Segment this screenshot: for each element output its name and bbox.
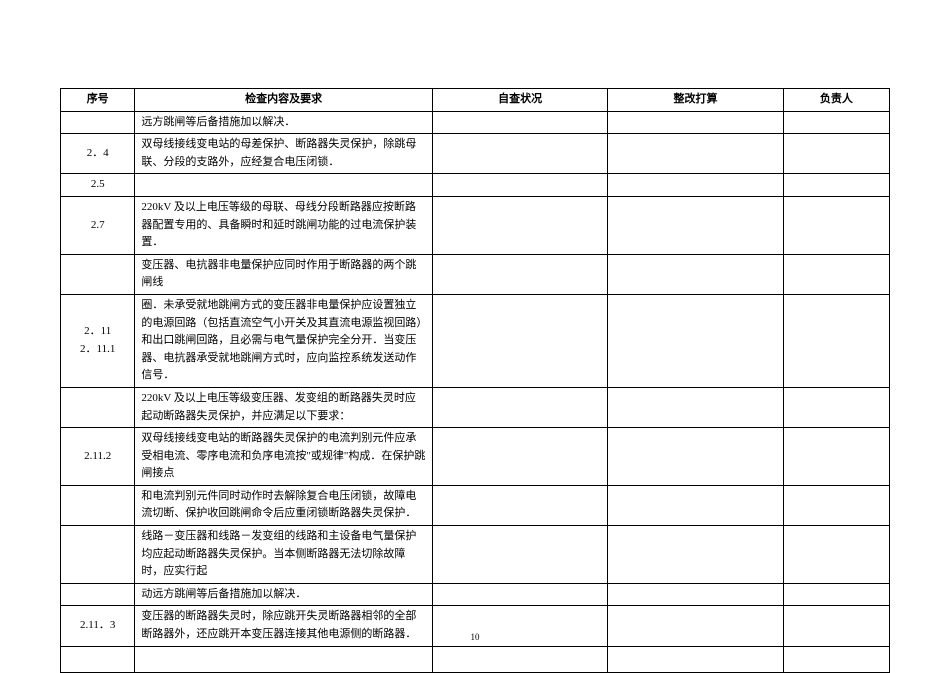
table-row: 2.7220kV 及以上电压等级的母联、母线分段断路器应按断路器配置专用的、具备… [61,196,890,254]
header-check: 自查状况 [432,89,607,112]
header-seq: 序号 [61,89,135,112]
cell-seq [61,583,135,606]
cell-fix [608,134,783,174]
cell-seq [61,485,135,525]
cell-check [432,583,607,606]
cell-resp [783,254,889,294]
table-row: 线路－变压器和线路－发变组的线路和主设备电气量保护均应起动断路器失灵保护。当本侧… [61,526,890,584]
cell-resp [783,428,889,486]
cell-seq: 2.11.2 [61,428,135,486]
header-fix: 整改打算 [608,89,783,112]
cell-content: 和电流判别元件同时动作时去解除复合电压闭锁，故障电流切断、保护收回跳闸命令后应重… [135,485,433,525]
cell-check [432,254,607,294]
table-row: 2．4双母线接线变电站的母差保护、断路器失灵保护，除跳母联、分段的支路外，应经复… [61,134,890,174]
cell-seq: 2．4 [61,134,135,174]
cell-resp [783,646,889,672]
cell-fix [608,583,783,606]
cell-fix [608,174,783,197]
table-row: 2.11.2双母线接线变电站的断路器失灵保护的电流判别元件应承受相电流、零序电流… [61,428,890,486]
cell-check [432,111,607,134]
cell-seq [61,387,135,427]
table-row: 220kV 及以上电压等级变压器、发变组的断路器失灵时应起动断路器失灵保护，并应… [61,387,890,427]
cell-fix [608,485,783,525]
cell-resp [783,111,889,134]
table-row: 和电流判别元件同时动作时去解除复合电压闭锁，故障电流切断、保护收回跳闸命令后应重… [61,485,890,525]
cell-content [135,646,433,672]
header-resp: 负责人 [783,89,889,112]
table-row: 动远方跳闸等后备措施加以解决． [61,583,890,606]
cell-fix [608,196,783,254]
table-row: 远方跳闸等后备措施加以解决． [61,111,890,134]
cell-seq: 2.7 [61,196,135,254]
cell-check [432,485,607,525]
table-row: 2．11 2．11.1圈．未承受就地跳闸方式的变压器非电量保护应设置独立的电源回… [61,294,890,387]
cell-fix [608,254,783,294]
cell-resp [783,583,889,606]
cell-content [135,174,433,197]
cell-resp [783,485,889,525]
table-row: 2.5 [61,174,890,197]
cell-content: 线路－变压器和线路－发变组的线路和主设备电气量保护均应起动断路器失灵保护。当本侧… [135,526,433,584]
cell-content: 动远方跳闸等后备措施加以解决． [135,583,433,606]
cell-fix [608,294,783,387]
page-number: 10 [0,632,950,642]
cell-resp [783,526,889,584]
cell-check [432,387,607,427]
cell-resp [783,387,889,427]
cell-check [432,646,607,672]
cell-check [432,174,607,197]
cell-check [432,428,607,486]
cell-content: 圈．未承受就地跳闸方式的变压器非电量保护应设置独立的电源回路（包括直流空气小开关… [135,294,433,387]
cell-fix [608,387,783,427]
table-row [61,646,890,672]
cell-fix [608,526,783,584]
header-content: 检查内容及要求 [135,89,433,112]
cell-check [432,134,607,174]
cell-seq [61,111,135,134]
cell-content: 220kV 及以上电压等级变压器、发变组的断路器失灵时应起动断路器失灵保护，并应… [135,387,433,427]
cell-resp [783,134,889,174]
cell-fix [608,428,783,486]
table-row: 变压器、电抗器非电量保护应同时作用于断路器的两个跳闸线 [61,254,890,294]
cell-content: 220kV 及以上电压等级的母联、母线分段断路器应按断路器配置专用的、具备瞬时和… [135,196,433,254]
cell-fix [608,111,783,134]
cell-resp [783,174,889,197]
cell-resp [783,294,889,387]
cell-seq [61,526,135,584]
cell-check [432,294,607,387]
cell-seq [61,646,135,672]
cell-content: 远方跳闸等后备措施加以解决． [135,111,433,134]
cell-content: 变压器、电抗器非电量保护应同时作用于断路器的两个跳闸线 [135,254,433,294]
cell-seq [61,254,135,294]
cell-resp [783,196,889,254]
cell-content: 双母线接线变电站的断路器失灵保护的电流判别元件应承受相电流、零序电流和负序电流按… [135,428,433,486]
cell-seq: 2．11 2．11.1 [61,294,135,387]
cell-check [432,526,607,584]
table-header-row: 序号 检查内容及要求 自查状况 整改打算 负责人 [61,89,890,112]
cell-seq: 2.5 [61,174,135,197]
cell-fix [608,646,783,672]
inspection-table: 序号 检查内容及要求 自查状况 整改打算 负责人 远方跳闸等后备措施加以解决．2… [60,88,890,673]
cell-check [432,196,607,254]
cell-content: 双母线接线变电站的母差保护、断路器失灵保护，除跳母联、分段的支路外，应经复合电压… [135,134,433,174]
